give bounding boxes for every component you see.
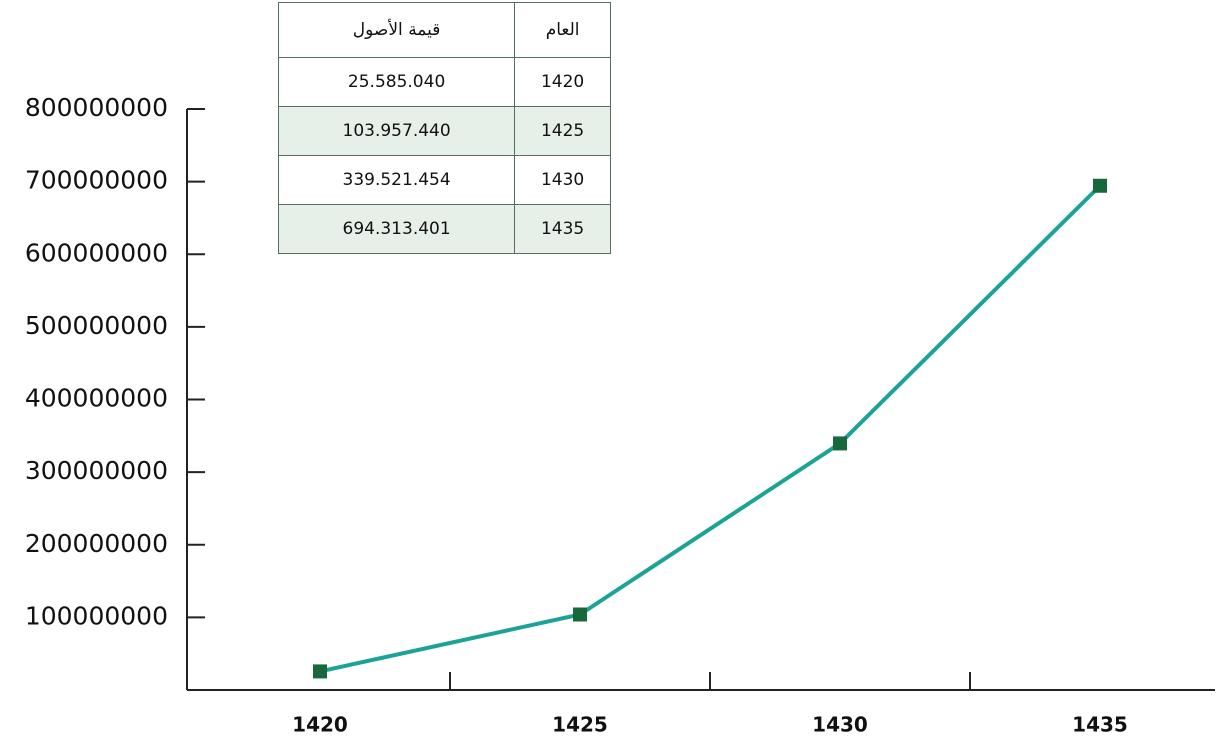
table-row: قيمة الأصول العام <box>277 2 611 58</box>
table-row: 25.585.040 1420 <box>277 57 611 107</box>
table-body: قيمة الأصول العام 25.585.040 1420 103.957.44… <box>277 2 611 254</box>
table-cell: 339.521.454 <box>277 155 516 205</box>
x-tick-label: 1430 <box>812 713 868 737</box>
y-tick-label: 700000000 <box>25 166 168 195</box>
x-tick-label: 1435 <box>1072 713 1128 737</box>
table-cell: 1430 <box>514 155 611 205</box>
table-cell: قيمة الأصول <box>277 2 516 58</box>
table-cell: 694.313.401 <box>277 204 516 254</box>
x-tick-label: 1420 <box>292 713 348 737</box>
marker <box>1093 178 1107 193</box>
table-row: 339.521.454 1430 <box>277 155 611 205</box>
table-row: 694.313.401 1435 <box>277 204 611 254</box>
y-tick-label: 800000000 <box>25 93 168 122</box>
data-table: قيمة الأصول العام 25.585.040 1420 103.957.44… <box>277 2 611 254</box>
table-cell: 1425 <box>514 106 611 156</box>
table-cell: 1420 <box>514 57 611 107</box>
table-cell: 103.957.440 <box>277 106 516 156</box>
y-tick-label: 100000000 <box>25 601 168 630</box>
y-tick-label: 400000000 <box>25 384 168 413</box>
table-row: 103.957.440 1425 <box>277 106 611 156</box>
y-tick-label: 500000000 <box>25 311 168 340</box>
table-cell: 25.585.040 <box>277 57 516 107</box>
table-cell: العام <box>514 2 611 58</box>
y-tick-label: 300000000 <box>25 456 168 485</box>
table-cell: 1435 <box>514 204 611 254</box>
y-tick-label: 200000000 <box>25 529 168 558</box>
line <box>319 184 1102 674</box>
x-tick-label: 1425 <box>552 713 608 737</box>
marker <box>833 436 847 451</box>
y-tick-label: 600000000 <box>25 238 168 267</box>
marker <box>573 607 587 622</box>
marker <box>313 664 327 679</box>
